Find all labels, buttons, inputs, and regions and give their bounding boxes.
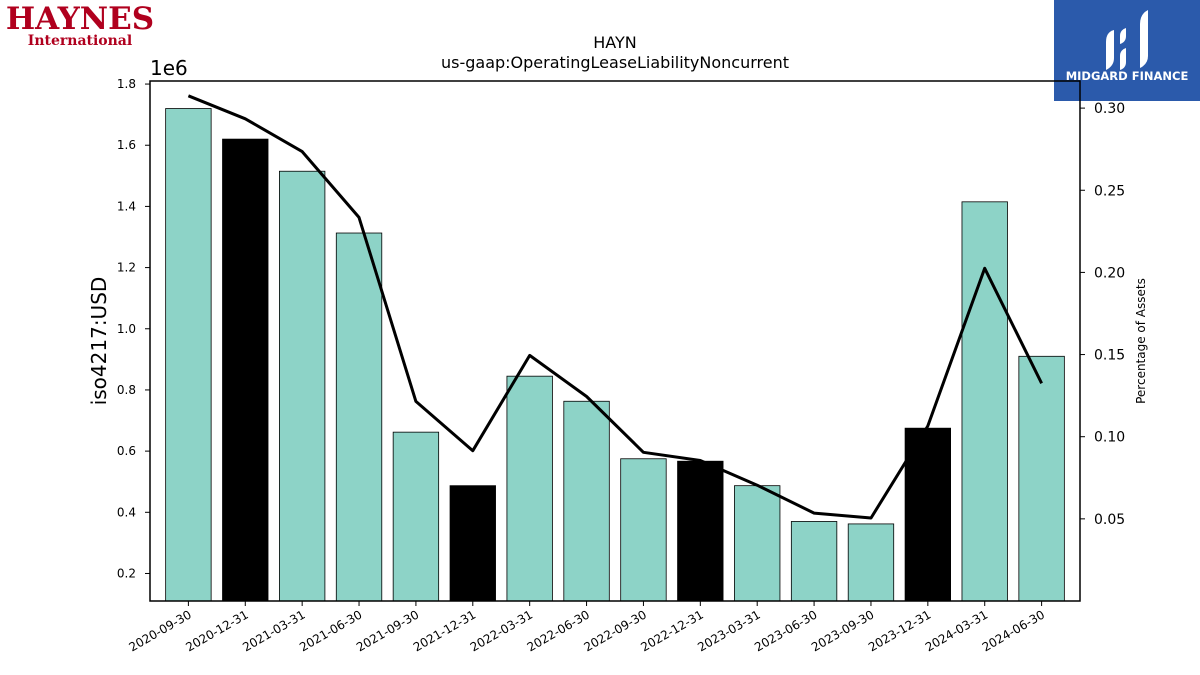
haynes-logo-wordmark: HAYNES — [6, 1, 154, 37]
bar-2022-12-31 — [677, 460, 724, 602]
y-tick-label: 1.2 — [117, 261, 136, 275]
chart-title: HAYN — [593, 33, 636, 52]
bar-2023-09-30 — [847, 523, 895, 602]
midgard-logo-text: MIDGARD FINANCE — [1066, 69, 1189, 83]
bar-2024-03-31 — [961, 201, 1008, 602]
y2-tick-label: 0.25 — [1094, 183, 1125, 199]
y-tick-label: 0.6 — [117, 444, 136, 458]
bar-2021-03-31 — [279, 170, 326, 602]
y2-tick-label: 0.05 — [1094, 512, 1125, 528]
bars-layer — [165, 108, 1065, 602]
x-tick-label: 2021-06-30 — [297, 607, 364, 654]
y-tick-label: 1.4 — [117, 199, 136, 213]
x-tick-label: 2020-09-30 — [126, 607, 193, 654]
bar-2020-12-31 — [222, 138, 269, 602]
haynes-logo: HAYNES International — [6, 1, 154, 49]
line-layer — [187, 94, 1043, 520]
x-tick-label: 2024-03-31 — [923, 607, 990, 654]
bar-2022-06-30 — [563, 400, 610, 602]
bar-2022-03-31 — [506, 375, 553, 602]
x-tick-label: 2024-06-30 — [980, 607, 1047, 654]
bar-2024-06-30 — [1018, 355, 1065, 602]
y2-tick-label: 0.15 — [1094, 348, 1125, 364]
bar-2023-12-31 — [904, 427, 951, 602]
bar-2021-12-31 — [449, 485, 496, 602]
x-tick-label: 2023-03-31 — [695, 607, 762, 654]
y-tick-label: 1.0 — [117, 322, 136, 336]
percentage-of-assets-line — [187, 94, 1043, 520]
haynes-logo-subtitle: International — [28, 33, 132, 49]
y-tick-label: 1.6 — [117, 138, 136, 152]
x-tick-label: 2021-03-31 — [240, 607, 307, 654]
bar-2023-03-31 — [734, 485, 781, 602]
y-tick-label: 0.4 — [117, 505, 136, 519]
midgard-finance-logo: MIDGARD FINANCE — [1054, 0, 1200, 101]
bar-2021-06-30 — [335, 232, 383, 602]
bar-2021-09-30 — [392, 431, 440, 602]
plot-frame — [149, 80, 1081, 602]
y-offset-label: 1e6 — [150, 56, 188, 80]
x-tick-label: 2023-09-30 — [809, 607, 876, 654]
y2-tick-label: 0.10 — [1094, 430, 1125, 446]
y-tick-label: 1.8 — [117, 77, 136, 91]
x-tick-label: 2022-09-30 — [582, 607, 649, 654]
x-tick-label: 2021-12-31 — [411, 607, 478, 654]
y-tick-label: 0.8 — [117, 383, 136, 397]
x-tick-label: 2023-06-30 — [752, 607, 819, 654]
x-tick-label: 2021-09-30 — [354, 607, 421, 654]
chart-subtitle: us-gaap:OperatingLeaseLiabilityNoncurren… — [441, 53, 789, 72]
y2-axis-title: Percentage of Assets — [1134, 278, 1148, 404]
y-tick-label: 0.2 — [117, 566, 136, 580]
midgard-emblem-icon — [1106, 10, 1148, 70]
x-tick-label: 2020-12-31 — [183, 607, 250, 654]
bar-2023-06-30 — [790, 521, 838, 602]
x-tick-label: 2022-06-30 — [525, 607, 592, 654]
y2-tick-label: 0.30 — [1094, 101, 1125, 117]
bar-2020-09-30 — [165, 108, 212, 602]
bar-2022-09-30 — [620, 458, 667, 602]
midgard-logo-background — [1054, 0, 1200, 101]
y2-tick-label: 0.20 — [1094, 265, 1125, 281]
x-tick-label: 2023-12-31 — [866, 607, 933, 654]
y-axis-title: iso4217:USD — [87, 277, 111, 406]
x-tick-label: 2022-03-31 — [468, 607, 535, 654]
x-tick-label: 2022-12-31 — [638, 607, 705, 654]
